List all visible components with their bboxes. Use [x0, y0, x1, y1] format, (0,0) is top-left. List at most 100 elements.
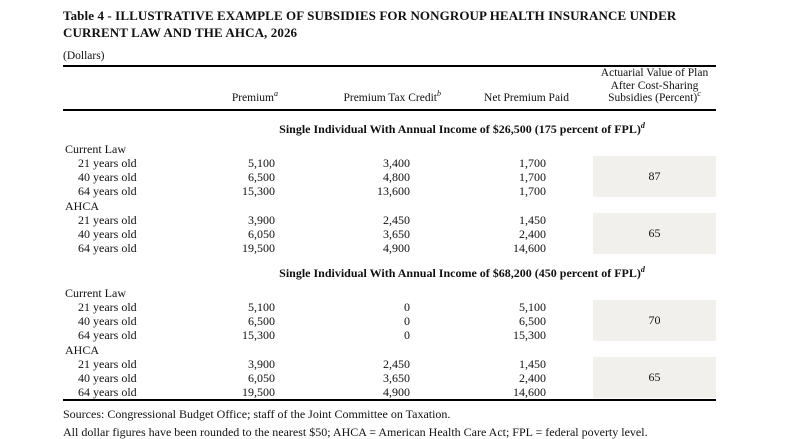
tax-credit-cell: 4,800 — [383, 169, 410, 184]
age-label: 21 years old — [78, 155, 137, 170]
group-row: Current Law — [63, 285, 716, 300]
group-row: AHCA — [63, 342, 716, 357]
tax-credit-cell: 4,900 — [383, 240, 410, 255]
tax-credit-column-header: Premium Tax Creditb — [278, 66, 441, 111]
tax-credit-cell: 3,650 — [383, 370, 410, 385]
subsidies-table: Premiuma Premium Tax Creditb Net Premium… — [63, 65, 716, 401]
section-header-row: Single Individual With Annual Income of … — [63, 255, 716, 285]
net-premium-cell: 14,600 — [513, 240, 546, 255]
premium-cell: 6,050 — [248, 370, 275, 385]
premium-cell: 6,050 — [248, 226, 275, 241]
net-premium-cell: 14,600 — [513, 384, 546, 399]
empty-header-cell — [63, 66, 208, 111]
net-premium-cell: 2,400 — [519, 226, 546, 241]
tax-credit-cell: 0 — [404, 327, 410, 342]
premium-cell: 3,900 — [248, 212, 275, 227]
table-row: 64 years old 15,300 0 15,300 — [63, 328, 716, 342]
table-row: 40 years old 6,500 4,800 1,700 — [63, 170, 716, 184]
section-footnote-mark: d — [640, 120, 645, 130]
actuarial-value-box: 87 — [593, 155, 716, 197]
actuarial-value-box: 65 — [593, 356, 716, 398]
net-premium-cell: 6,500 — [519, 313, 546, 328]
age-label: 21 years old — [78, 356, 137, 371]
age-label: 21 years old — [78, 212, 137, 227]
table-row: 21 years old 5,100 3,400 1,700 87 — [63, 155, 716, 197]
net-premium-cell: 5,100 — [519, 299, 546, 314]
table-row: 40 years old 6,050 3,650 2,400 — [63, 227, 716, 241]
premium-column-header: Premiuma — [208, 66, 278, 111]
actuarial-value-box: 65 — [593, 212, 716, 254]
tax-credit-cell: 2,450 — [383, 212, 410, 227]
group-row: Current Law — [63, 141, 716, 156]
net-premium-cell: 15,300 — [513, 327, 546, 342]
age-label: 40 years old — [78, 370, 137, 385]
premium-header-label: Premium — [231, 92, 274, 104]
group-label: AHCA — [65, 342, 100, 357]
section-1-header: Single Individual With Annual Income of … — [279, 120, 645, 136]
net-premium-cell: 1,450 — [519, 356, 546, 371]
sources-note: Sources: Congressional Budget Office; st… — [63, 406, 451, 421]
premium-cell: 5,100 — [248, 299, 275, 314]
tax-credit-cell: 2,450 — [383, 356, 410, 371]
premium-cell: 5,100 — [248, 155, 275, 170]
actuarial-footnote-mark: c — [697, 89, 701, 99]
table-title-line1: Table 4 - ILLUSTRATIVE EXAMPLE OF SUBSID… — [63, 8, 677, 23]
age-label: 64 years old — [78, 327, 137, 342]
age-label: 40 years old — [78, 169, 137, 184]
net-premium-column-header: Net Premium Paid — [413, 66, 569, 111]
tax-credit-header-label: Premium Tax Credit — [343, 92, 437, 104]
group-row: AHCA — [63, 198, 716, 213]
premium-cell: 6,500 — [248, 313, 275, 328]
net-premium-cell: 1,700 — [519, 155, 546, 170]
units-label: (Dollars) — [63, 50, 105, 62]
age-label: 64 years old — [78, 384, 137, 399]
tax-credit-footnote-mark: b — [437, 89, 441, 99]
actuarial-value-cell: 70 — [549, 299, 716, 342]
table-row: 21 years old 3,900 2,450 1,450 65 — [63, 212, 716, 254]
table-row: 40 years old 6,050 3,650 2,400 — [63, 371, 716, 385]
actuarial-value-cell: 87 — [549, 155, 716, 198]
age-label: 40 years old — [78, 226, 137, 241]
age-label: 21 years old — [78, 299, 137, 314]
actuarial-header-line3: Subsidies (Percent)c — [608, 89, 701, 104]
premium-cell: 19,500 — [242, 384, 275, 399]
net-premium-header-label: Net Premium Paid — [484, 92, 569, 104]
premium-cell: 15,300 — [242, 327, 275, 342]
table-title-line2: CURRENT LAW AND THE AHCA, 2026 — [63, 24, 298, 40]
actuarial-value-cell: 65 — [549, 356, 716, 400]
table-row: 64 years old 19,500 4,900 14,600 — [63, 385, 716, 400]
net-premium-cell: 2,400 — [519, 370, 546, 385]
premium-cell: 3,900 — [248, 356, 275, 371]
actuarial-header-line2: After Cost-Sharing — [610, 79, 699, 92]
premium-footnote-mark: a — [274, 89, 278, 99]
premium-cell: 6,500 — [248, 169, 275, 184]
column-header-row: Premiuma Premium Tax Creditb Net Premium… — [63, 66, 716, 111]
section-footnote-mark: d — [640, 264, 645, 274]
group-label: Current Law — [65, 141, 126, 156]
section-header-row: Single Individual With Annual Income of … — [63, 110, 716, 141]
tax-credit-cell: 0 — [404, 313, 410, 328]
actuarial-value-box: 70 — [593, 299, 716, 341]
table-row: 21 years old 5,100 0 5,100 70 — [63, 299, 716, 341]
actuarial-value-cell: 65 — [549, 212, 716, 255]
tax-credit-cell: 3,650 — [383, 226, 410, 241]
net-premium-cell: 1,450 — [519, 212, 546, 227]
actuarial-column-header: Actuarial Value of Plan After Cost-Shari… — [549, 66, 716, 111]
tax-credit-cell: 3,400 — [383, 155, 410, 170]
tax-credit-cell: 4,900 — [383, 384, 410, 399]
table-row: 40 years old 6,500 0 6,500 — [63, 314, 716, 328]
net-premium-cell: 1,700 — [519, 183, 546, 198]
group-label: Current Law — [65, 285, 126, 300]
net-premium-cell: 1,700 — [519, 169, 546, 184]
premium-cell: 15,300 — [242, 183, 275, 198]
rounding-note: All dollar figures have been rounded to … — [63, 424, 648, 439]
actuarial-header-line1: Actuarial Value of Plan — [600, 67, 709, 79]
table-row: 21 years old 3,900 2,450 1,450 65 — [63, 356, 716, 398]
tax-credit-cell: 0 — [404, 299, 410, 314]
group-label: AHCA — [65, 198, 100, 213]
age-label: 64 years old — [78, 183, 137, 198]
document-page: Table 4 - ILLUSTRATIVE EXAMPLE OF SUBSID… — [63, 8, 716, 439]
age-label: 40 years old — [78, 313, 137, 328]
age-label: 64 years old — [78, 240, 137, 255]
section-2-header: Single Individual With Annual Income of … — [279, 264, 645, 280]
